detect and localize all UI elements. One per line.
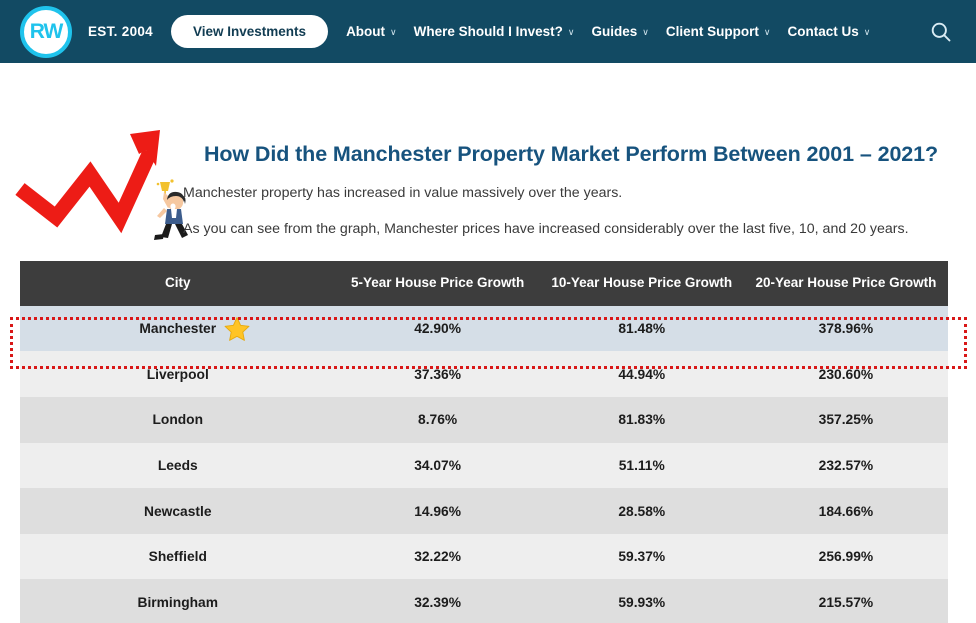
chevron-down-icon: ∨ [390,27,397,37]
nav-item-client-support[interactable]: Client Support ∨ [666,24,771,39]
cell-city: Liverpool [20,351,336,398]
cell-5-year: 32.22% [335,533,540,580]
cell-10-year: 51.11% [539,442,744,489]
table-header-row: City 5-Year House Price Growth 10-Year H… [20,261,948,306]
nav-item-guides[interactable]: Guides ∨ [592,24,649,39]
cell-5-year: 42.90% [335,305,540,352]
chevron-down-icon: ∨ [567,27,575,37]
cell-20-year: 357.25% [743,397,948,443]
cell-10-year: 44.94% [539,351,744,398]
table-row: Manchester 42.90% 81.48% 378.96% [20,305,948,352]
cell-20-year: 184.66% [743,488,948,534]
cell-10-year: 81.83% [539,397,744,443]
cell-20-year: 230.60% [743,351,948,398]
nav-item-label: Where Should I Invest? [413,24,563,39]
gold-star-icon [224,316,250,342]
view-investments-button[interactable]: View Investments [171,15,329,48]
cell-5-year: 37.36% [335,351,540,398]
logo-text: RW [29,20,64,43]
page-title: How Did the Manchester Property Market P… [203,142,939,166]
column-header-city: City [20,261,336,306]
cell-10-year: 81.48% [539,305,744,352]
cell-5-year: 34.07% [335,442,540,489]
nav-item-label: Client Support [665,24,759,39]
cell-city: Birmingham [20,579,336,623]
column-header-20-year: 20-Year House Price Growth [743,261,948,306]
cell-city: Newcastle [20,488,336,534]
table-row: Newcastle 14.96% 28.58% 184.66% [20,488,948,534]
cell-10-year: 28.58% [539,488,744,534]
nav-item-where-should-i-invest[interactable]: Where Should I Invest? ∨ [414,24,575,39]
intro-line-2: As you can see from the graph, Mancheste… [183,221,909,238]
cell-20-year: 256.99% [743,533,948,580]
cell-20-year: 215.57% [743,579,948,623]
table-row: Liverpool 37.36% 44.94% 230.60% [20,351,948,398]
cell-city: Sheffield [20,533,336,580]
chevron-down-icon: ∨ [642,27,649,37]
cell-city: London [20,397,336,443]
table-row: London 8.76% 81.83% 357.25% [20,397,948,443]
site-logo[interactable]: RW [20,5,72,58]
search-icon[interactable] [928,19,954,45]
top-navigation-bar: RW EST. 2004 View Investments About ∨ Wh… [0,0,976,66]
city-name: Manchester [139,321,217,337]
cell-10-year: 59.37% [539,533,744,580]
nav-links: About ∨ Where Should I Invest? ∨ Guides … [346,24,928,39]
chevron-down-icon: ∨ [863,27,871,37]
table-row: Sheffield 32.22% 59.37% 256.99% [20,533,948,580]
column-header-10-year: 10-Year House Price Growth [539,261,744,306]
house-price-growth-table: City 5-Year House Price Growth 10-Year H… [20,261,948,623]
intro-line-1: Manchester property has increased in val… [183,185,623,201]
cell-5-year: 32.39% [335,579,540,623]
nav-item-contact-us[interactable]: Contact Us ∨ [787,24,870,39]
nav-item-label: Guides [591,24,638,39]
cell-5-year: 8.76% [335,397,540,443]
cell-20-year: 378.96% [743,305,948,352]
table-row: Birmingham 32.39% 59.93% 215.57% [20,579,948,623]
cell-city: Manchester [20,305,336,352]
nav-item-label: Contact Us [787,24,859,39]
upward-trend-arrow-icon [8,126,168,236]
established-year-label: EST. 2004 [88,24,153,39]
cell-20-year: 232.57% [743,442,948,489]
cell-city: Leeds [20,442,336,489]
cell-5-year: 14.96% [335,488,540,534]
nav-item-about[interactable]: About ∨ [346,24,397,39]
page-content: How Did the Manchester Property Market P… [0,66,976,623]
nav-item-label: About [346,24,386,39]
intro-paragraphs: Manchester property has increased in val… [183,185,963,238]
column-header-5-year: 5-Year House Price Growth [335,261,540,306]
table-row: Leeds 34.07% 51.11% 232.57% [20,442,948,489]
chevron-down-icon: ∨ [763,27,771,37]
cell-10-year: 59.93% [539,579,744,623]
